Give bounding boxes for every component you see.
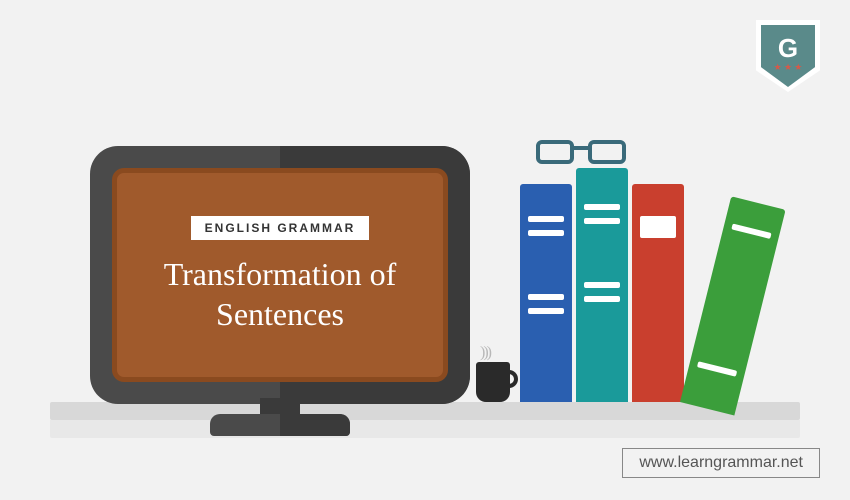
page-title: Transformation of Sentences xyxy=(127,254,433,334)
book-item xyxy=(576,168,628,402)
steam-icon: ))) xyxy=(480,344,490,362)
monitor-frame: ENGLISH GRAMMAR Transformation of Senten… xyxy=(90,146,470,404)
book-item xyxy=(680,196,786,415)
glasses-icon xyxy=(536,140,626,168)
website-url: www.learngrammar.net xyxy=(622,448,820,478)
monitor-base xyxy=(210,414,350,436)
monitor-illustration: ENGLISH GRAMMAR Transformation of Senten… xyxy=(90,146,470,436)
shield-icon: G ★ ★ ★ xyxy=(756,20,820,92)
logo-stars: ★ ★ ★ xyxy=(761,62,815,73)
monitor-screen: ENGLISH GRAMMAR Transformation of Senten… xyxy=(112,168,448,382)
infographic-canvas: G ★ ★ ★ ENGLISH GRAMMAR Transformation o… xyxy=(0,0,850,500)
site-logo-badge: G ★ ★ ★ xyxy=(756,20,820,96)
book-item xyxy=(632,184,684,402)
category-tag: ENGLISH GRAMMAR xyxy=(191,216,370,240)
books-stack xyxy=(520,162,736,402)
logo-letter: G xyxy=(778,33,798,64)
coffee-cup-icon: ))) xyxy=(476,360,516,402)
book-item xyxy=(520,184,572,402)
